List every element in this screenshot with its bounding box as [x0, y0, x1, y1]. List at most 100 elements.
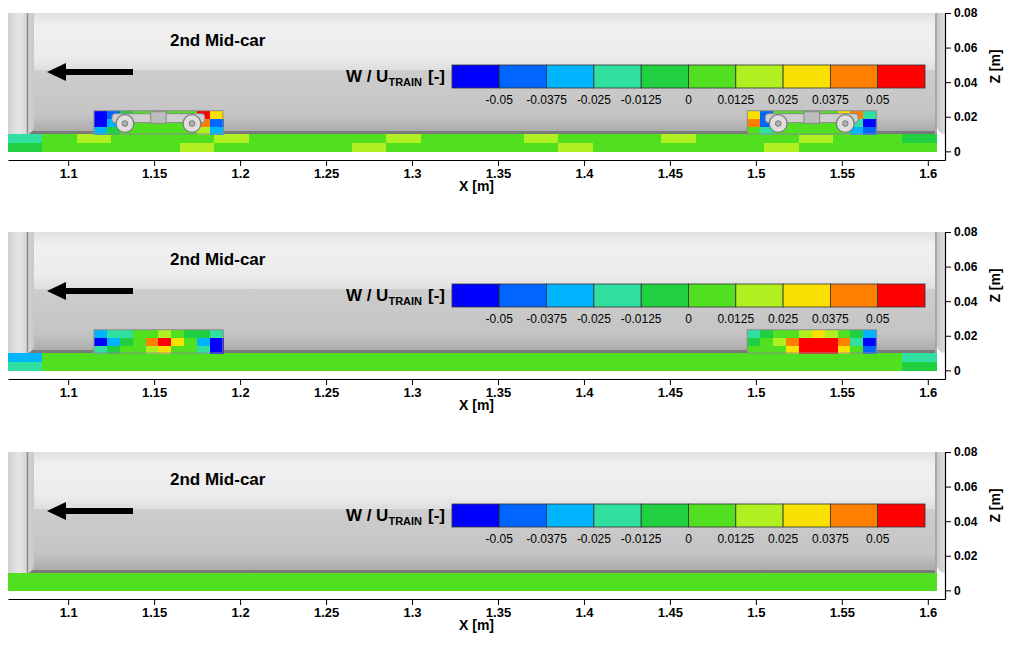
colorbar-unit: [-] — [428, 286, 445, 305]
x-tick-mark — [670, 160, 671, 166]
x-tick-label: 1.6 — [919, 385, 937, 400]
x-tick-mark — [928, 379, 929, 385]
colorbar-tick-label: -0.0375 — [526, 532, 567, 546]
z-axis-line — [945, 14, 946, 161]
x-tick: 1.45 — [658, 379, 683, 400]
colorbar-tick-label: 0 — [685, 532, 692, 546]
x-tick-mark — [584, 379, 585, 385]
x-tick-label: 1.55 — [830, 605, 855, 620]
field-cell — [786, 330, 799, 338]
field-cell — [799, 126, 812, 134]
field-cell — [558, 134, 593, 143]
x-tick-mark — [68, 160, 69, 166]
colorbar-tick-label: 0.025 — [768, 93, 798, 107]
x-tick-label: 1.25 — [314, 385, 339, 400]
x-tick-mark — [154, 160, 155, 166]
x-tick-mark — [68, 379, 69, 385]
field-cell — [249, 143, 284, 152]
field-cell — [524, 573, 559, 582]
colorbar-box — [452, 284, 499, 307]
field-cell — [833, 353, 868, 362]
x-tick-label: 1.15 — [142, 605, 167, 620]
field-cell — [825, 126, 838, 134]
field-cell — [850, 337, 863, 345]
x-tick-label: 1.45 — [658, 605, 683, 620]
x-tick-mark — [326, 160, 327, 166]
colorbar-box — [499, 284, 546, 307]
field-cell — [386, 362, 421, 371]
colorbar-box — [736, 504, 783, 527]
field-cell — [825, 345, 838, 353]
cavity-outline — [94, 330, 223, 353]
colorbar-box — [830, 284, 877, 307]
field-cell — [283, 134, 318, 143]
colorbar-box — [641, 65, 688, 88]
x-tick-label: 1.1 — [60, 605, 78, 620]
field-cell — [283, 582, 318, 591]
z-tick-mark — [945, 117, 951, 118]
field-cell — [197, 337, 210, 345]
colorbar-box — [830, 65, 877, 88]
field-cell — [317, 573, 352, 582]
direction-arrow-shaft — [62, 69, 133, 75]
field-cell — [94, 118, 107, 126]
field-cell — [94, 330, 107, 338]
x-axis-title: X [m] — [459, 397, 494, 413]
field-cell — [489, 573, 524, 582]
z-tick-label: 0 — [954, 584, 961, 598]
field-cell — [171, 126, 184, 134]
z-tick: 0.06 — [945, 260, 978, 274]
car-end — [937, 13, 945, 134]
x-tick-label: 1.5 — [747, 385, 765, 400]
field-cell — [210, 337, 223, 345]
x-tick: 1.15 — [142, 379, 167, 400]
field-cell — [210, 111, 223, 119]
field-cell — [317, 143, 352, 152]
x-tick-label: 1.1 — [60, 166, 78, 181]
x-tick: 1.6 — [919, 379, 937, 400]
x-tick-label: 1.1 — [60, 385, 78, 400]
panel-title: 2nd Mid-car — [170, 470, 266, 489]
x-tick-mark — [928, 160, 929, 166]
field-cell — [146, 573, 181, 582]
z-tick-mark — [945, 487, 951, 488]
field-cell — [902, 582, 937, 591]
x-tick-label: 1.3 — [403, 605, 421, 620]
x-tick-mark — [842, 379, 843, 385]
colorbar-tick-label: 0.0375 — [812, 93, 849, 107]
field-cell — [111, 362, 146, 371]
field-cell — [180, 134, 215, 143]
z-tick-mark — [945, 232, 951, 233]
x-axis-line — [9, 160, 946, 161]
wheel — [183, 115, 201, 133]
x-tick: 1.45 — [658, 160, 683, 181]
colorbar-tick-label: 0 — [685, 312, 692, 326]
bogie — [765, 112, 858, 133]
x-tick-mark — [498, 379, 499, 385]
z-tick-mark — [945, 82, 951, 83]
field-cell — [214, 143, 249, 152]
field-cell — [764, 582, 799, 591]
x-axis-title: X [m] — [459, 178, 494, 194]
axle — [775, 121, 781, 127]
field-cell — [283, 573, 318, 582]
field-cell — [111, 582, 146, 591]
colorbar-box — [783, 284, 830, 307]
x-tick-mark — [154, 379, 155, 385]
wheel — [836, 115, 854, 133]
x-tick: 1.4 — [575, 599, 594, 620]
field-cell — [863, 111, 876, 119]
field-cell — [730, 582, 765, 591]
field-cell — [558, 353, 593, 362]
colorbar-title: W / UTRAIN[-] — [346, 286, 445, 307]
z-tick-mark — [945, 151, 951, 152]
z-tick: 0.06 — [945, 480, 978, 494]
x-tick-mark — [756, 379, 757, 385]
car-gap — [935, 232, 937, 353]
panel: 1.11.151.21.251.31.351.41.451.51.551.600… — [0, 222, 1003, 413]
colorbar-box — [547, 65, 594, 88]
x-tick-label: 1.4 — [575, 166, 594, 181]
x-tick: 1.4 — [575, 379, 594, 400]
field-cell — [696, 362, 731, 371]
z-tick: 0 — [945, 145, 961, 159]
